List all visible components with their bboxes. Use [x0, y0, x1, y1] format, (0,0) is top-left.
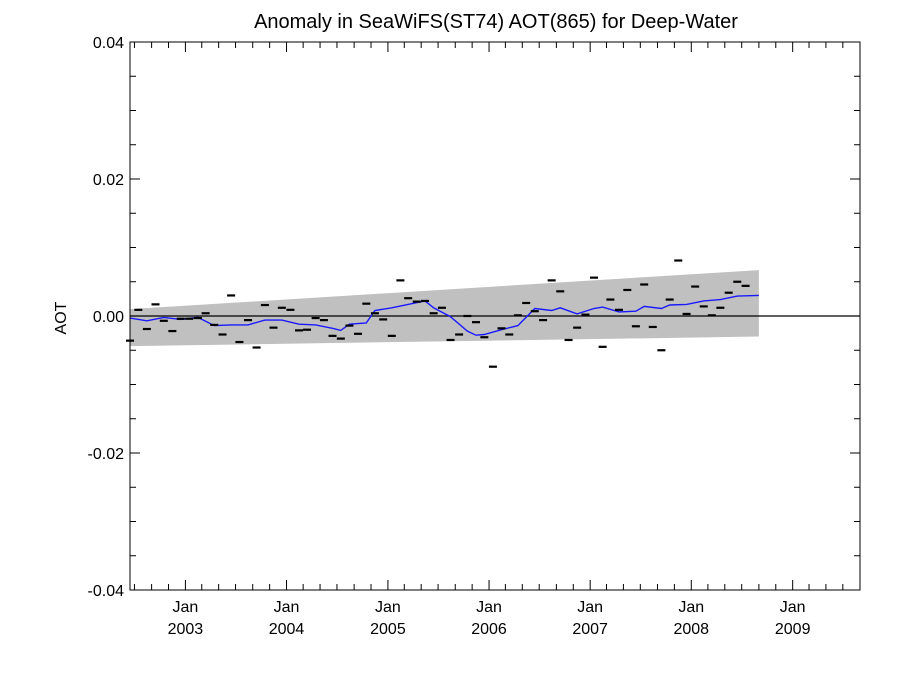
x-tick-label-month: Jan [476, 599, 502, 616]
data-points-layer [126, 259, 750, 368]
y-tick-label: 0.02 [93, 172, 124, 189]
chart-title: Anomaly in SeaWiFS(ST74) AOT(865) for De… [254, 11, 738, 33]
x-tick-label-month: Jan [577, 599, 603, 616]
x-tick-label-year: 2006 [471, 621, 507, 638]
axis-ticks-layer [130, 41, 861, 591]
x-tick-label-year: 2005 [370, 621, 406, 638]
x-tick-label-month: Jan [173, 599, 199, 616]
y-tick-label: -0.04 [88, 583, 125, 600]
x-tick-label-month: Jan [780, 599, 806, 616]
x-tick-label-year: 2008 [673, 621, 709, 638]
y-tick-labels: 0.04 0.02 0.00 -0.02 -0.04 [88, 35, 125, 600]
x-tick-label-year: 2003 [168, 621, 204, 638]
smoothed-line-layer [129, 294, 759, 336]
x-tick-label-month: Jan [375, 599, 401, 616]
x-tick-labels: Jan 2003 Jan 2004 Jan 2005 Jan 2006 Jan 2007 Jan 20… [168, 599, 811, 638]
y-tick-label: -0.02 [88, 446, 125, 463]
x-tick-label-year: 2007 [572, 621, 608, 638]
smoothed-series-line [129, 294, 759, 336]
x-tick-label-month: Jan [274, 599, 300, 616]
x-tick-label-month: Jan [678, 599, 704, 616]
y-tick-label: 0.04 [93, 35, 124, 52]
x-tick-label-year: 2009 [775, 621, 811, 638]
y-axis-label: AOT [53, 301, 70, 334]
x-tick-label-year: 2004 [269, 621, 305, 638]
y-tick-label: 0.00 [93, 309, 124, 326]
